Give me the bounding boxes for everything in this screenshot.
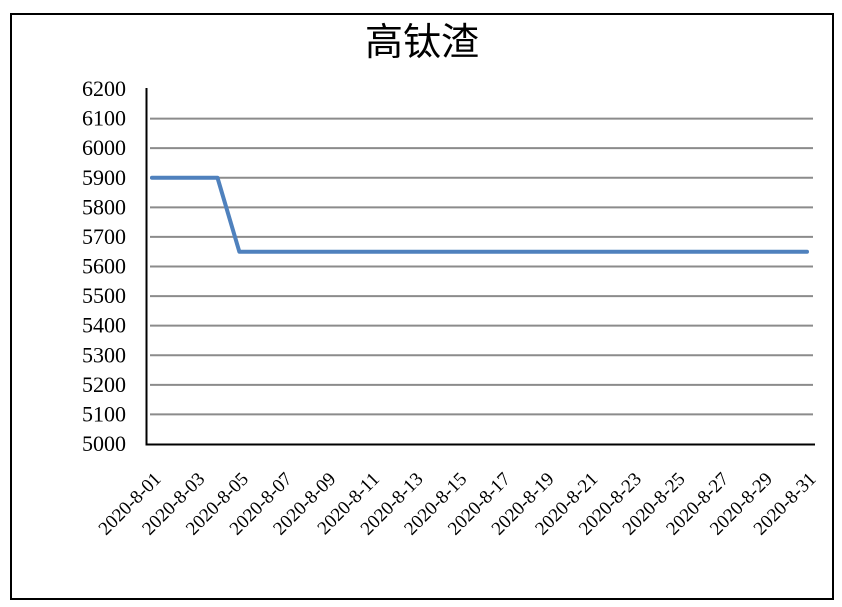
y-axis-tick-label: 5100 xyxy=(82,401,126,426)
y-axis-tick-label: 6000 xyxy=(82,135,126,160)
y-axis-tick-label: 5300 xyxy=(82,342,126,367)
y-axis-tick-label: 5200 xyxy=(82,372,126,397)
y-axis-tick-label: 5700 xyxy=(82,224,126,249)
y-axis-tick-label: 6100 xyxy=(82,106,126,131)
y-axis-tick-label: 5500 xyxy=(82,283,126,308)
y-axis-tick-label: 5600 xyxy=(82,254,126,279)
y-axis-tick-label: 5000 xyxy=(82,431,126,456)
y-axis-tick-label: 5900 xyxy=(82,165,126,190)
y-axis-tick-label: 5800 xyxy=(82,194,126,219)
y-axis-tick-label: 5400 xyxy=(82,313,126,338)
y-axis-tick-label: 6200 xyxy=(82,76,126,101)
chart-title: 高钛渣 xyxy=(364,22,479,64)
series-line xyxy=(150,175,809,254)
